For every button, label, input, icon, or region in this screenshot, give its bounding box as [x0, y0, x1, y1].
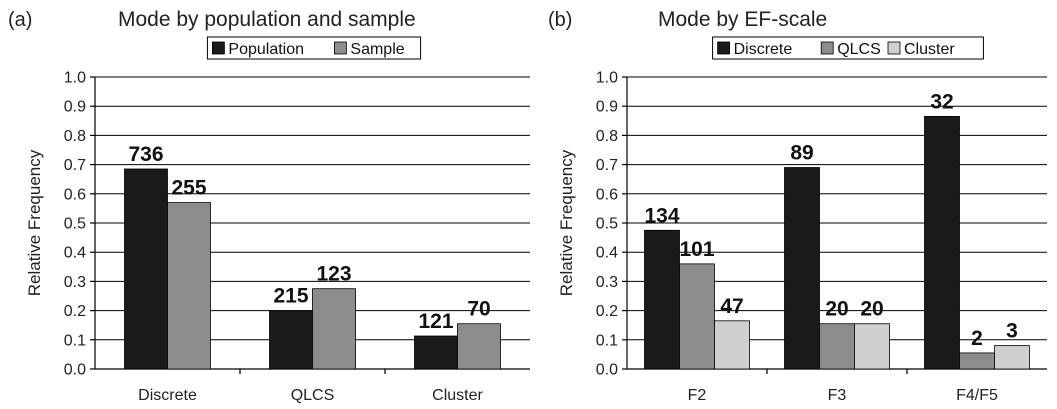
- y-tick-label: 0.2: [64, 303, 86, 320]
- legend-entry: Discrete: [734, 41, 793, 58]
- y-tick-label: 1.0: [596, 70, 618, 87]
- data-label: 47: [720, 295, 743, 318]
- bar-qlcs-f4-f5: [959, 352, 995, 370]
- data-label: 3: [1006, 320, 1018, 343]
- panel-letter: (b): [548, 9, 572, 31]
- bar-discrete-f3: [784, 167, 820, 370]
- data-label: 123: [316, 263, 351, 286]
- y-tick-label: 0.7: [64, 157, 86, 174]
- data-label: 89: [790, 142, 813, 165]
- legend-entry: Sample: [350, 41, 404, 58]
- chart-title: Mode by EF-scale: [658, 8, 827, 31]
- y-tick-label: 0.1: [64, 332, 86, 349]
- data-label: 736: [128, 143, 163, 166]
- chart-title: Mode by population and sample: [118, 8, 416, 31]
- data-label: 20: [860, 298, 883, 321]
- data-label: 134: [644, 204, 679, 227]
- y-tick-label: 0.9: [64, 99, 86, 116]
- data-label: 70: [467, 298, 490, 321]
- y-tick-label: 0.8: [596, 128, 618, 145]
- y-axis-label: Relative Frequency: [557, 149, 576, 296]
- bar-cluster-f3: [854, 323, 890, 370]
- chart-panel-a: (a) Mode by population and sample 0.0 0.1 0.…: [8, 8, 530, 404]
- y-axis-label: Relative Frequency: [25, 149, 44, 296]
- legend-swatch: [887, 41, 901, 55]
- data-label: 32: [930, 90, 953, 113]
- y-tick-label: 0.0: [596, 362, 618, 379]
- y-tick-label: 0.7: [596, 157, 618, 174]
- bar-population-qlcs: [269, 310, 313, 370]
- legend-entry: QLCS: [837, 41, 881, 58]
- legend-swatch: [820, 41, 834, 55]
- x-category-label: F2: [688, 387, 707, 404]
- y-tick-label: 0.2: [596, 303, 618, 320]
- chart-panel-b: (b) Mode by EF-scale 0.0 0.1 0.2 0.3 0.4 0.5 0.6…: [548, 8, 1047, 404]
- y-tick-label: 0.0: [64, 362, 86, 379]
- legend: Population Sample: [206, 36, 422, 60]
- x-category-label: Discrete: [138, 387, 197, 404]
- y-tick-label: 0.1: [596, 332, 618, 349]
- legend-box: [206, 36, 422, 60]
- bar-qlcs-f3: [819, 323, 855, 370]
- data-label: 2: [971, 327, 983, 350]
- y-tick-label: 0.4: [596, 245, 618, 262]
- panel-letter: (a): [8, 9, 32, 31]
- y-tick-label: 0.6: [64, 186, 86, 203]
- bar-discrete-f4-f5: [924, 116, 960, 370]
- data-label: 215: [273, 285, 308, 308]
- y-tick-label: 1.0: [64, 70, 86, 87]
- bar-cluster-f4-f5: [994, 345, 1030, 370]
- y-tick-label: 0.5: [596, 216, 618, 233]
- legend-swatch: [211, 41, 225, 55]
- bar-sample-discrete: [167, 202, 211, 370]
- y-tick-label: 0.9: [596, 99, 618, 116]
- legend-swatch: [333, 41, 347, 55]
- y-tick-label: 0.4: [64, 245, 86, 262]
- legend-entry: Population: [228, 41, 304, 58]
- x-category-label: F3: [828, 387, 847, 404]
- legend-box: [712, 36, 984, 60]
- y-tick-label: 0.8: [64, 128, 86, 145]
- x-category-label: Cluster: [432, 387, 483, 404]
- data-label: 20: [825, 298, 848, 321]
- data-label: 121: [418, 310, 453, 333]
- y-tick-label: 0.5: [64, 216, 86, 233]
- y-tick-label: 0.3: [64, 274, 86, 291]
- bar-discrete-f2: [644, 229, 680, 370]
- y-tick-label: 0.3: [596, 274, 618, 291]
- legend-entry: Cluster: [904, 41, 955, 58]
- bar-population-cluster: [414, 335, 458, 370]
- bar-sample-cluster: [457, 323, 501, 370]
- data-label: 101: [679, 238, 714, 261]
- y-tick-label: 0.6: [596, 186, 618, 203]
- bar-qlcs-f2: [679, 263, 715, 370]
- bar-sample-qlcs: [312, 288, 356, 370]
- x-category-label: QLCS: [291, 387, 335, 404]
- legend-swatch: [717, 41, 730, 55]
- bar-population-discrete: [124, 168, 168, 370]
- x-category-label: F4/F5: [956, 387, 998, 404]
- legend: Discrete QLCS Cluster: [712, 36, 984, 60]
- data-label: 255: [171, 177, 206, 200]
- bar-cluster-f2: [714, 320, 750, 370]
